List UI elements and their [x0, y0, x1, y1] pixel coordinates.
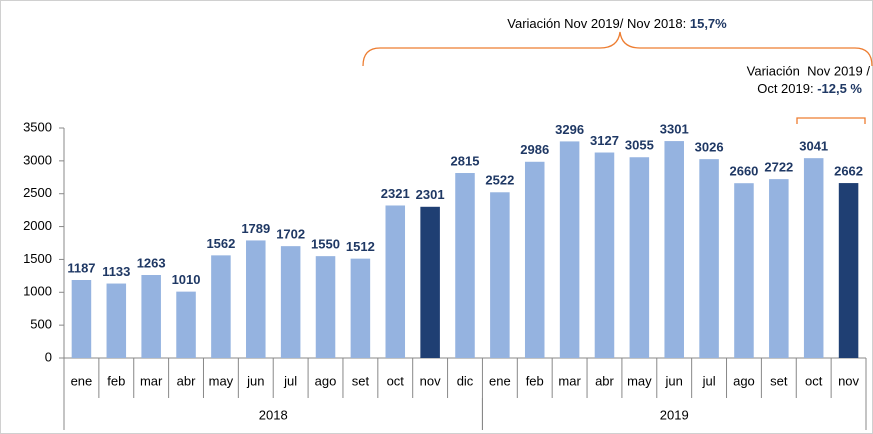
value-label: 1550: [311, 237, 340, 252]
bar: [176, 291, 196, 358]
y-tick-label: 3500: [23, 119, 52, 134]
bar: [769, 179, 789, 358]
bar: [246, 240, 266, 358]
group-label: 2019: [660, 407, 689, 422]
value-label: 2660: [729, 164, 758, 179]
annotation-value: -12,5 %: [817, 81, 862, 96]
x-tick-label: ago: [315, 373, 337, 388]
bar: [803, 158, 824, 358]
bar: [315, 256, 336, 358]
value-label: 2321: [381, 186, 410, 201]
x-tick-label: nov: [420, 373, 441, 388]
x-tick-label: ene: [489, 373, 511, 388]
value-label: 1512: [346, 239, 375, 254]
x-tick-label: nov: [838, 373, 859, 388]
y-tick-label: 500: [30, 317, 52, 332]
x-tick-label: mar: [140, 373, 163, 388]
value-label: 3127: [590, 133, 619, 148]
bar: [699, 159, 719, 358]
bar: [280, 246, 301, 358]
value-label: 3296: [555, 122, 584, 137]
brace: [362, 31, 873, 67]
value-label: 2522: [485, 173, 514, 188]
x-tick-label: abr: [177, 373, 196, 388]
y-tick-label: 0: [45, 349, 52, 364]
x-tick-label: abr: [595, 373, 614, 388]
bar: [838, 183, 859, 358]
value-label: 2301: [416, 187, 445, 202]
value-label: 1789: [241, 221, 270, 236]
annotation-value: 15,7%: [690, 16, 727, 31]
y-tick-label: 2500: [23, 185, 52, 200]
x-tick-label: set: [352, 373, 370, 388]
value-label: 3026: [695, 140, 724, 155]
value-label: 1562: [206, 236, 235, 251]
value-label: 2986: [520, 142, 549, 157]
bar: [211, 255, 231, 358]
x-tick-label: jun: [246, 373, 264, 388]
x-tick-label: jun: [665, 373, 683, 388]
x-tick-label: feb: [107, 373, 125, 388]
annotation-text: Variación Nov 2019/ Nov 2018:: [507, 16, 690, 31]
y-tick-label: 1500: [23, 251, 52, 266]
bar: [524, 161, 545, 358]
bar: [106, 283, 127, 358]
value-label: 3301: [660, 122, 689, 137]
y-tick-label: 1000: [23, 284, 52, 299]
bar: [420, 206, 440, 358]
x-tick-label: may: [627, 373, 652, 388]
annotation: Variación Nov 2019/ Nov 2018: 15,7%: [507, 16, 727, 31]
annotation: Variación Nov 2019 /: [747, 63, 871, 78]
value-label: 3041: [799, 139, 828, 154]
annotation: Oct 2019: -12,5 %: [757, 81, 862, 96]
y-tick-label: 2000: [23, 218, 52, 233]
bar: [71, 279, 92, 358]
x-tick-label: mar: [558, 373, 581, 388]
x-tick-label: ago: [733, 373, 755, 388]
x-tick-label: oct: [387, 373, 405, 388]
bar: [455, 173, 475, 358]
brace: [796, 117, 866, 124]
x-tick-label: ene: [71, 373, 93, 388]
value-label: 3055: [625, 138, 654, 153]
value-label: 2815: [451, 153, 480, 168]
x-tick-label: dic: [457, 373, 474, 388]
bar: [559, 141, 580, 358]
group-label: 2018: [259, 407, 288, 422]
value-label: 1702: [276, 227, 305, 242]
bar: [664, 141, 684, 358]
value-label: 2662: [834, 164, 863, 179]
x-tick-label: jul: [283, 373, 297, 388]
value-label: 1133: [102, 264, 130, 279]
bar: [629, 157, 650, 358]
bar: [350, 258, 371, 358]
x-tick-label: feb: [526, 373, 544, 388]
value-label: 1010: [172, 272, 201, 287]
x-tick-label: jul: [702, 373, 716, 388]
bar: [141, 275, 161, 358]
x-tick-label: may: [209, 373, 234, 388]
value-label: 1187: [67, 260, 95, 275]
bar: [385, 205, 406, 358]
annotation-text: Oct 2019:: [757, 81, 817, 96]
value-label: 2722: [764, 160, 793, 175]
x-tick-label: oct: [805, 373, 823, 388]
y-tick-label: 3000: [23, 152, 52, 167]
bar: [594, 152, 615, 358]
bar: [734, 183, 754, 358]
x-tick-label: set: [770, 373, 788, 388]
bar: [490, 192, 510, 358]
value-label: 1263: [137, 255, 166, 270]
